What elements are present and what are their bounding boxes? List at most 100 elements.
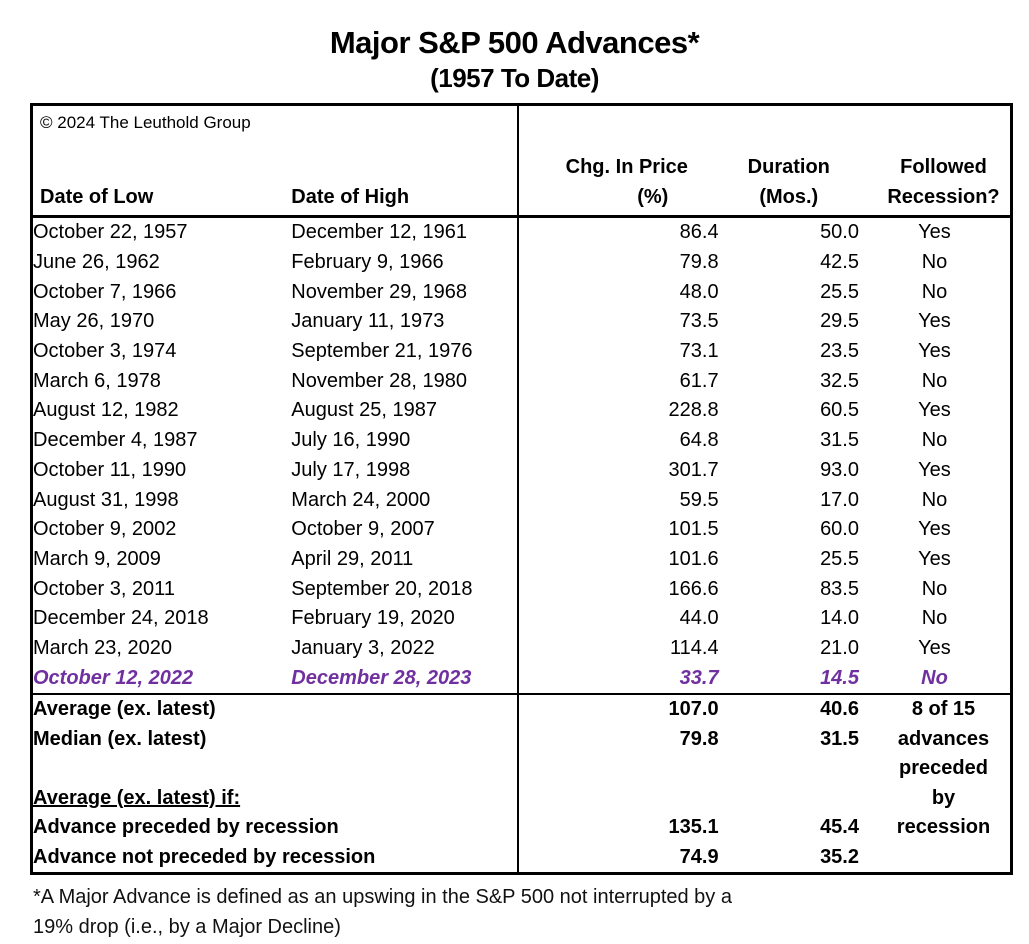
chg-in-price-cell: 301.7 [516,455,719,486]
summary-note-cell: advances [897,727,990,750]
date-of-low-cell: March 23, 2020 [33,636,172,659]
table-row: October 3, 1974 September 21, 1976 73.1 23.… [32,336,1012,367]
chg-in-price-cell: 101.5 [516,514,719,545]
summary-note-cell: recession [896,816,991,839]
summary-note-cell: preceded [899,757,988,780]
footnote: *A Major Advance is defined as an upswin… [33,882,1029,942]
chg-in-price-cell: 61.7 [516,366,719,397]
summary-chg-cell: 74.9 [516,842,719,874]
duration-cell: 60.5 [820,399,859,422]
date-of-high-cell: November 29, 1968 [291,280,467,303]
recession-cell: Yes [918,458,951,481]
recession-cell: No [921,577,948,600]
date-of-low-cell: October 22, 1957 [33,221,188,244]
date-of-high-cell: March 24, 2000 [291,488,431,511]
date-of-low-cell: October 3, 1974 [33,340,177,363]
column-header-duration-line1: Duration [747,156,830,178]
summary-chg-cell: 107.0 [516,693,719,725]
date-of-high-cell: August 25, 1987 [291,399,437,422]
summary-note-cell [859,843,1012,874]
duration-cell: 25.5 [820,547,859,570]
summary-row: Advance preceded by recession 135.1 45.4 re… [32,813,1012,843]
table-row: December 4, 1987 July 16, 1990 64.8 31.5 No [32,425,1012,456]
date-of-high-cell: February 19, 2020 [291,607,455,630]
chg-in-price-cell: 48.0 [516,277,719,308]
date-of-high-cell: July 17, 1998 [291,458,411,481]
chg-in-price-cell: 79.8 [516,247,719,278]
summary-chg-cell [516,783,719,813]
duration-cell: 60.0 [820,518,859,541]
chg-in-price-cell: 101.6 [516,544,719,575]
date-of-high-cell: November 28, 1980 [291,369,467,392]
table-row: May 26, 1970 January 11, 1973 73.5 29.5 Yes [32,307,1012,337]
recession-cell: No [921,251,948,274]
date-of-high-cell: January 3, 2022 [291,636,435,659]
page-title: Major S&P 500 Advances* [329,25,700,60]
table-row: March 9, 2009 April 29, 2011 101.6 25.5 Yes [32,544,1012,575]
duration-cell: 83.5 [820,577,859,600]
header-cell-date-of-low: © 2024 The Leuthold Group Date of Low [32,105,292,217]
column-header-followed-line2: Recession? [887,186,1000,208]
date-of-low-cell: August 12, 1982 [33,399,179,422]
recession-cell: No [921,280,948,303]
duration-cell: 93.0 [820,458,859,481]
date-of-high-cell: December 12, 1961 [291,221,467,244]
table-row: October 7, 1966 November 29, 1968 48.0 25.5… [32,277,1012,308]
table-row: August 12, 1982 August 25, 1987 228.8 60.5 Y… [32,396,1012,426]
summary-chg-cell [516,754,719,784]
column-header-date-of-high: Date of High [291,186,410,208]
summary-label-cell: Average (ex. latest) if: [33,786,241,809]
summary-note-cell: by [931,786,956,809]
summary-label-cell: Advance not preceded by recession [33,845,376,868]
summary-duration-cell: 45.4 [820,816,859,839]
chg-in-price-cell: 59.5 [516,485,719,515]
duration-cell: 23.5 [820,340,859,363]
duration-cell: 17.0 [820,488,859,511]
table-row-latest: October 12, 2022 December 28, 2023 33.7 14.… [32,663,1012,694]
recession-cell: Yes [918,518,951,541]
chg-in-price-cell: 114.4 [516,633,719,664]
table-row: October 9, 2002 October 9, 2007 101.5 60.0 Y… [32,514,1012,545]
recession-cell: No [921,488,948,511]
summary-label-cell [32,754,518,784]
header-cell-chg-in-price: Chg. In Price (%) [516,104,719,217]
summary-note-cell: 8 of 15 [859,693,1012,725]
table-row: October 11, 1990 July 17, 1998 301.7 93.0 Ye… [32,455,1012,486]
recession-cell: No [921,429,948,452]
date-of-low-cell: March 9, 2009 [33,547,161,570]
date-of-high-cell: September 21, 1976 [291,340,473,363]
recession-cell: Yes [918,399,951,422]
chg-in-price-cell: 166.6 [516,574,719,604]
summary-row: Average (ex. latest) 107.0 40.6 8 of 15 [31,693,1012,725]
header-cell-duration: Duration (Mos.) [719,105,859,217]
summary-duration-cell [719,754,859,784]
date-of-high-cell: September 20, 2018 [291,577,473,600]
header-row: © 2024 The Leuthold Group Date of Low Da… [31,104,1012,217]
chg-in-price-cell: 33.7 [516,663,719,694]
footnote-line2: 19% drop (i.e., by a Major Decline) [33,916,341,938]
summary-duration-cell [719,784,859,814]
summary-row: Advance not preceded by recession 74.9 35.… [32,842,1012,874]
date-of-low-cell: October 9, 2002 [33,518,177,541]
advances-table: © 2024 The Leuthold Group Date of Low Da… [30,103,1013,875]
recession-cell: Yes [918,310,951,333]
header-cell-followed-recession: Followed Recession? [859,105,1012,217]
table-row: October 3, 2011 September 20, 2018 166.6 83… [32,574,1012,604]
table-body: October 22, 1957 December 12, 1961 86.4 50.… [32,216,1012,694]
footnote-line1: *A Major Advance is defined as an upswin… [33,886,732,908]
chg-in-price-cell: 228.8 [516,396,719,426]
summary-row: Median (ex. latest) 79.8 31.5 advances [32,724,1012,754]
date-of-low-cell: October 7, 1966 [33,280,177,303]
recession-cell: Yes [918,221,951,244]
summary-row: preceded [32,754,1012,784]
duration-cell: 14.0 [820,607,859,630]
table-summary: Average (ex. latest) 107.0 40.6 8 of 15 Medi… [31,693,1012,874]
duration-cell: 50.0 [820,221,859,244]
table-row: March 23, 2020 January 3, 2022 114.4 21.0 Ye… [32,633,1012,664]
duration-cell: 29.5 [820,310,859,333]
date-of-low-cell: March 6, 1978 [33,369,161,392]
summary-chg-cell: 135.1 [516,813,719,843]
table-header: © 2024 The Leuthold Group Date of Low Da… [31,104,1012,217]
summary-label-cell: Advance preceded by recession [33,816,339,839]
